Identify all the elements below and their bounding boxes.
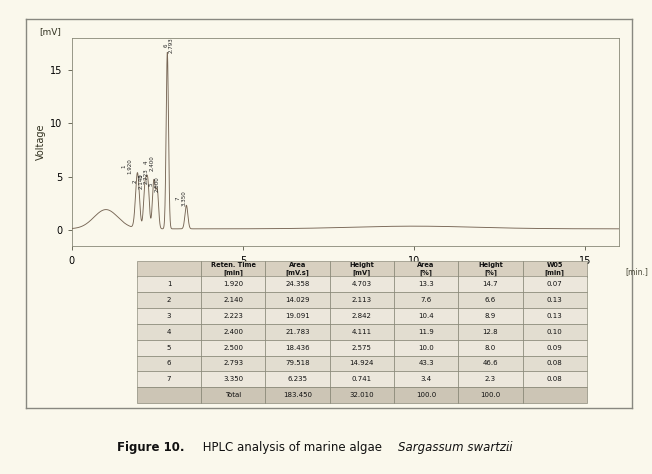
Y-axis label: Voltage: Voltage xyxy=(36,124,46,161)
Text: 4
2.400: 4 2.400 xyxy=(144,155,155,171)
Text: HPLC analysis of marine algae: HPLC analysis of marine algae xyxy=(199,441,385,455)
Text: Sargassum swartzii: Sargassum swartzii xyxy=(398,441,512,455)
Text: 3
2.223: 3 2.223 xyxy=(138,169,149,184)
Text: 6
2.793: 6 2.793 xyxy=(163,37,174,53)
Text: Figure 10.: Figure 10. xyxy=(117,441,185,455)
Text: [mV]: [mV] xyxy=(39,27,61,36)
X-axis label: Time: Time xyxy=(333,268,358,278)
Text: [min.]: [min.] xyxy=(625,267,647,276)
Text: 2
2.140: 2 2.140 xyxy=(133,173,143,189)
Text: .: . xyxy=(505,441,509,455)
Text: 5
2.500: 5 2.500 xyxy=(149,176,159,192)
Text: 7
3.350: 7 3.350 xyxy=(176,190,186,206)
Text: 1
1.920: 1 1.920 xyxy=(121,158,132,174)
